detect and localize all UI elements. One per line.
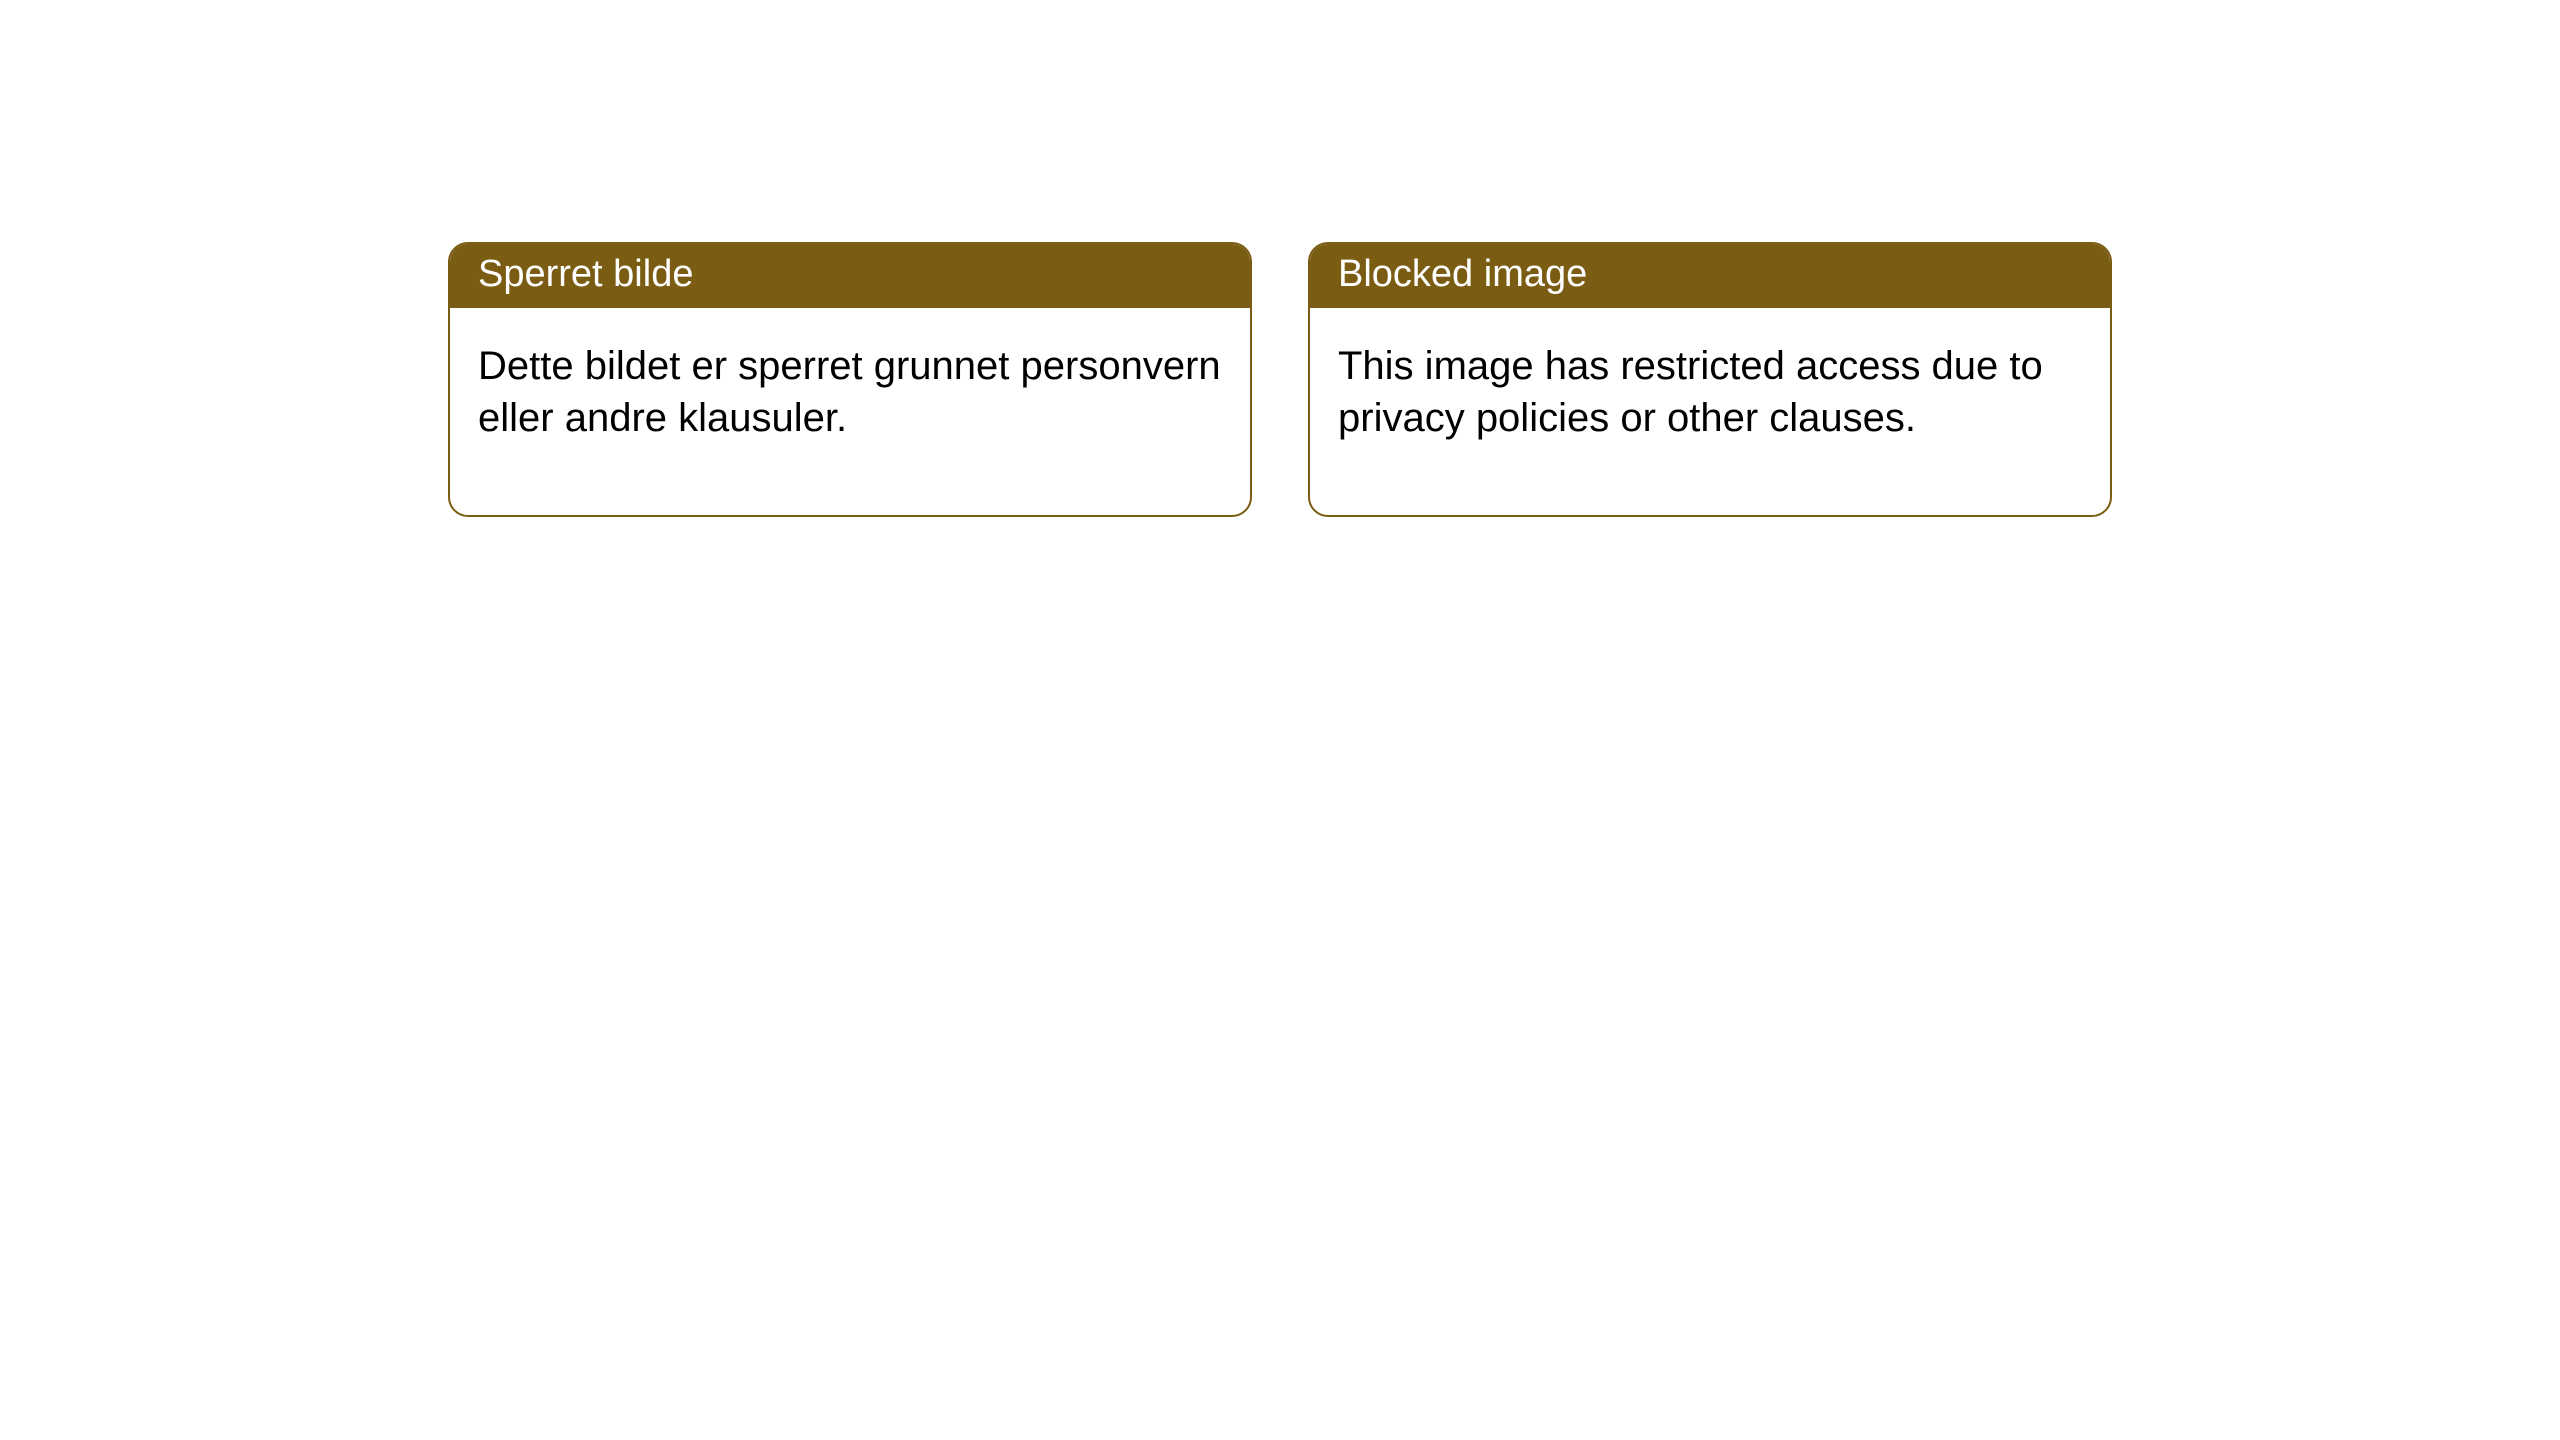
- notice-container: Sperret bilde Dette bildet er sperret gr…: [0, 0, 2560, 517]
- notice-body: Dette bildet er sperret grunnet personve…: [450, 308, 1250, 516]
- notice-title: Sperret bilde: [478, 253, 693, 295]
- notice-card-english: Blocked image This image has restricted …: [1308, 242, 2112, 517]
- notice-title: Blocked image: [1338, 253, 1587, 295]
- notice-body-text: This image has restricted access due to …: [1338, 344, 2043, 441]
- notice-header: Blocked image: [1310, 244, 2110, 308]
- notice-body-text: Dette bildet er sperret grunnet personve…: [478, 344, 1221, 441]
- notice-card-norwegian: Sperret bilde Dette bildet er sperret gr…: [448, 242, 1252, 517]
- notice-header: Sperret bilde: [450, 244, 1250, 308]
- notice-body: This image has restricted access due to …: [1310, 308, 2110, 516]
